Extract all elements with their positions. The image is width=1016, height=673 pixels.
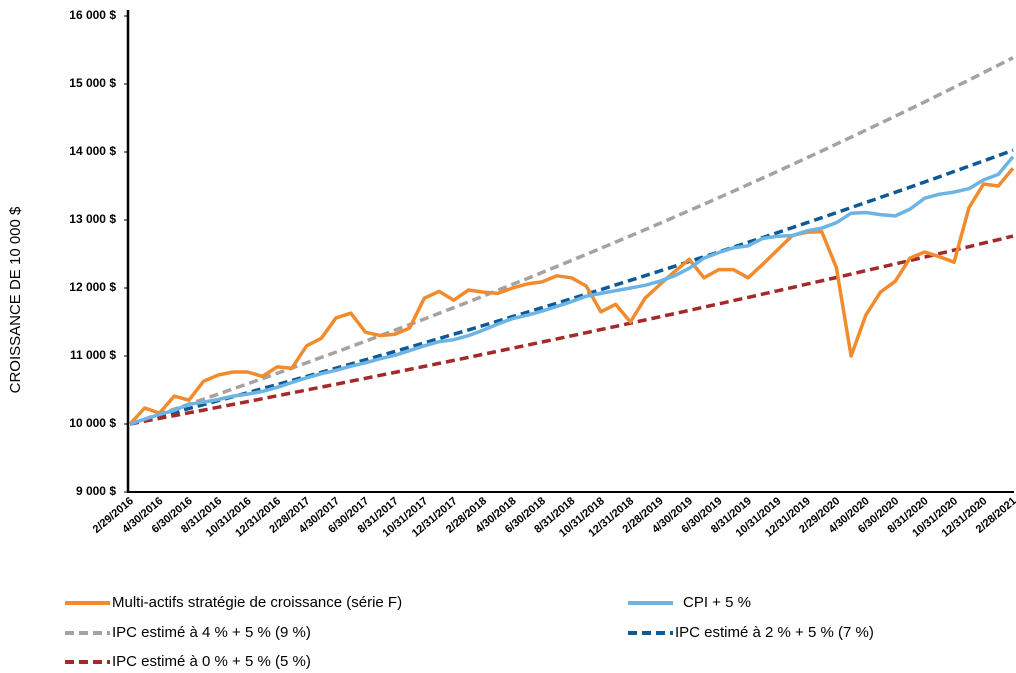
y-tick-label: 11 000 $: [70, 348, 116, 362]
y-tick-label: 15 000 $: [69, 76, 116, 90]
series-line: [129, 234, 1014, 426]
series-line: [128, 167, 1015, 426]
y-tick-label: 12 000 $: [69, 280, 116, 294]
y-tick-label: 10 000 $: [69, 416, 116, 430]
legend-label: IPC estimé à 4 % + 5 % (9 %): [112, 624, 311, 641]
series-line: [129, 155, 1015, 426]
y-axis-label: CROISSANCE DE 10 000 $: [7, 206, 24, 393]
legend-label: IPC estimé à 2 % + 5 % (7 %): [675, 624, 874, 641]
legend-item: IPC estimé à 4 % + 5 % (9 %): [65, 624, 311, 641]
legend-label: CPI + 5 %: [683, 594, 751, 611]
legend-label: IPC estimé à 0 % + 5 % (5 %): [112, 653, 311, 670]
legend-item: Multi-actifs stratégie de croissance (sé…: [65, 594, 402, 611]
y-tick-label: 9 000 $: [76, 484, 116, 498]
y-tick-label: 14 000 $: [69, 144, 116, 158]
legend-label: Multi-actifs stratégie de croissance (sé…: [112, 594, 402, 611]
y-tick-label: 13 000 $: [69, 212, 116, 226]
series-line: [129, 148, 1014, 426]
legend-item: IPC estimé à 0 % + 5 % (5 %): [65, 653, 311, 670]
legend-item: IPC estimé à 2 % + 5 % (7 %): [628, 624, 874, 641]
series-line: [129, 56, 1014, 426]
legend-item: CPI + 5 %: [628, 594, 751, 611]
y-tick-label: 16 000 $: [69, 8, 116, 22]
